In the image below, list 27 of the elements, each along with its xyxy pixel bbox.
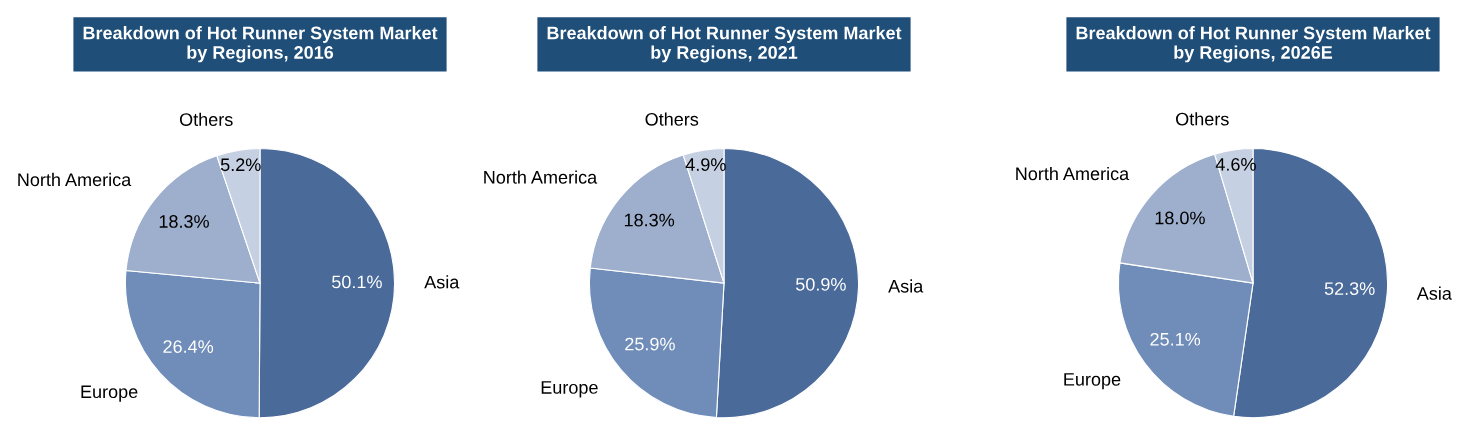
slice-label: North America [18,172,132,187]
slice-label: North America [1016,166,1130,181]
data-label: 18.3% [624,213,675,227]
data-label: 26.4% [163,340,214,353]
slice-label: Others [179,112,233,126]
slice-label: North America [484,170,598,184]
chart-title: Breakdown of Hot Runner System Market by Regions, 2016 [83,26,438,63]
slice-label: Asia [424,275,460,289]
data-label: 25.1% [1150,332,1201,346]
slice-label: Europe [81,385,138,402]
chart-title: Breakdown of Hot Runner System Market by Regions, 2026E [1076,26,1431,63]
slice-label: Europe [541,381,598,398]
data-label: 18.3% [159,215,209,228]
data-label: 4.9% [685,158,726,171]
data-label: 50.9% [795,277,846,291]
slice-label: Asia [888,279,924,293]
slice-label: Europe [1064,373,1121,390]
slice-label: Others [1176,112,1229,126]
slice-label: Asia [1416,286,1452,300]
data-label: 4.6% [1215,158,1256,171]
data-label: 5.2% [220,158,261,172]
data-label: 50.1% [332,275,382,289]
data-label: 25.9% [625,337,675,351]
data-label: 18.0% [1155,211,1205,225]
data-label: 52.3% [1324,282,1375,295]
slice-label: Others [645,112,699,126]
chart-title: Breakdown of Hot Runner System Market by Regions, 2021 [547,26,902,63]
